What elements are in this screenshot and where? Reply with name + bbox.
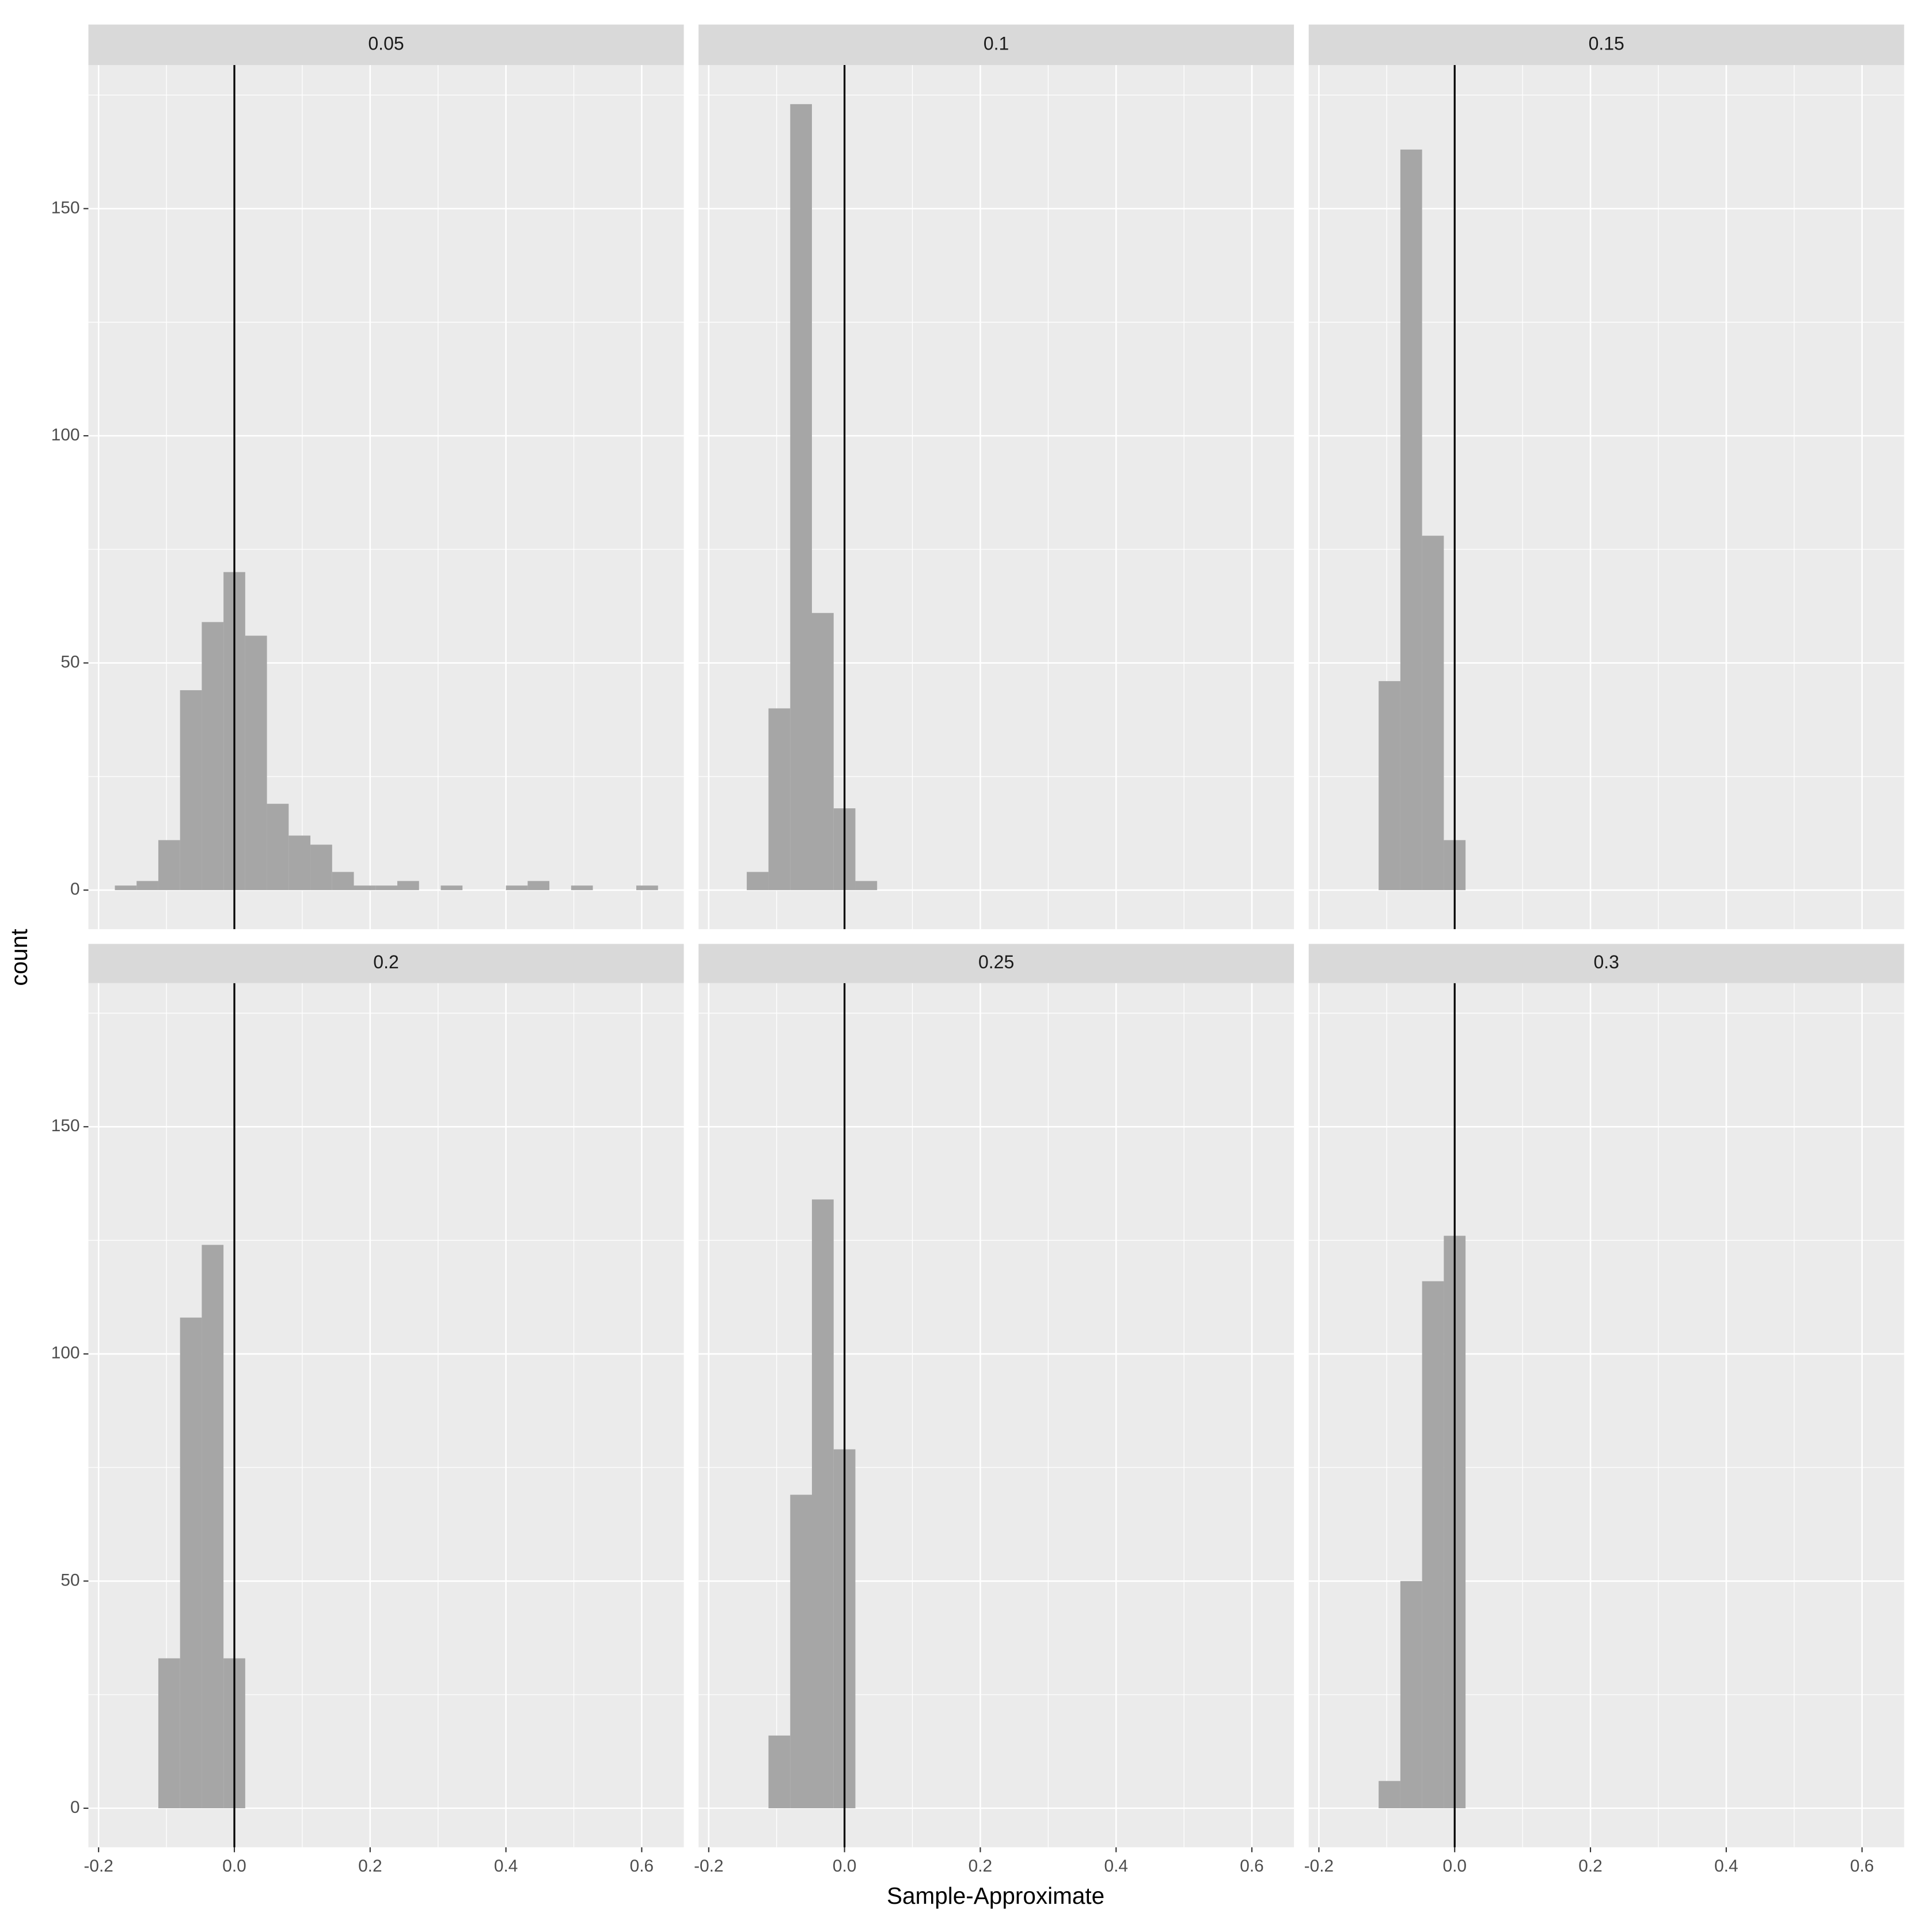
- bar: [158, 840, 180, 891]
- x-tick-label: 0.4: [1714, 1857, 1738, 1876]
- strip: [88, 24, 684, 66]
- bar: [245, 636, 267, 891]
- x-tick-label: 0.2: [1578, 1857, 1602, 1876]
- x-tick-label: 0.6: [630, 1857, 654, 1876]
- y-tick-label: 0: [70, 880, 80, 899]
- y-tick-label: 100: [51, 1344, 80, 1363]
- bar: [354, 885, 376, 891]
- x-tick-label: 0.6: [1850, 1857, 1874, 1876]
- bar: [506, 885, 528, 891]
- bar: [790, 104, 812, 891]
- bar: [812, 1199, 834, 1809]
- x-tick-label: 0.0: [222, 1857, 246, 1876]
- bar: [855, 881, 878, 891]
- bar: [158, 1658, 180, 1809]
- bar: [746, 872, 769, 891]
- x-tick-label: 0.4: [494, 1857, 518, 1876]
- facet-title: 0.15: [1589, 33, 1624, 54]
- strip: [1308, 24, 1904, 66]
- bar: [441, 885, 463, 891]
- x-tick-label: -0.2: [694, 1857, 723, 1876]
- bar: [202, 622, 224, 891]
- bar: [332, 872, 354, 891]
- bar: [180, 1317, 202, 1809]
- y-tick-label: 50: [60, 1570, 79, 1589]
- bar: [397, 881, 419, 891]
- strip: [698, 944, 1294, 983]
- bar: [288, 835, 311, 891]
- bar: [202, 1245, 224, 1809]
- panel: [88, 65, 684, 930]
- bar: [636, 885, 658, 891]
- bar: [768, 708, 791, 891]
- y-axis-title: count: [6, 929, 32, 986]
- facet-title: 0.2: [373, 952, 398, 972]
- x-tick-label: 0.4: [1104, 1857, 1127, 1876]
- y-tick-label: 150: [51, 1116, 80, 1135]
- bar: [180, 690, 202, 891]
- x-tick-label: 0.6: [1240, 1857, 1263, 1876]
- facet-title: 0.1: [984, 33, 1009, 54]
- facet-title: 0.05: [368, 33, 404, 54]
- facet-title: 0.3: [1594, 952, 1619, 972]
- strip: [1308, 944, 1904, 983]
- x-axis-title: Sample-Approximate: [887, 1882, 1104, 1909]
- bar: [790, 1494, 812, 1809]
- panel: [698, 983, 1294, 1847]
- bar: [1422, 1281, 1444, 1809]
- panel: [1308, 983, 1904, 1847]
- bar: [1379, 1781, 1400, 1809]
- x-tick-label: 0.0: [1442, 1857, 1466, 1876]
- x-tick-label: -0.2: [83, 1857, 113, 1876]
- bar: [768, 1735, 791, 1809]
- x-tick-label: 0.0: [833, 1857, 856, 1876]
- bar: [136, 881, 158, 891]
- facet-title: 0.25: [978, 952, 1014, 972]
- x-tick-label: 0.2: [358, 1857, 382, 1876]
- bar: [571, 885, 593, 891]
- bar: [375, 885, 397, 891]
- bar: [1379, 681, 1400, 891]
- bar: [1400, 1581, 1422, 1809]
- y-tick-label: 0: [70, 1798, 80, 1817]
- y-tick-label: 100: [51, 425, 80, 444]
- bar: [115, 885, 137, 891]
- bar: [1422, 535, 1444, 891]
- x-tick-label: -0.2: [1304, 1857, 1334, 1876]
- y-tick-label: 50: [60, 652, 79, 671]
- bar: [310, 845, 332, 891]
- strip: [698, 24, 1294, 66]
- bar: [1400, 149, 1422, 891]
- bar: [527, 881, 550, 891]
- bar: [267, 804, 289, 891]
- bar: [812, 613, 834, 891]
- strip: [88, 944, 684, 983]
- x-tick-label: 0.2: [969, 1857, 992, 1876]
- y-tick-label: 150: [51, 198, 80, 217]
